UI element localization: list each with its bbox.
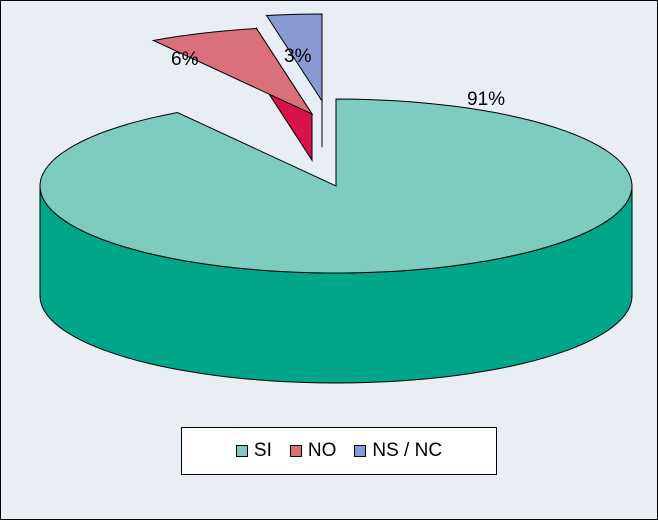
legend-label-ns-nc: NS / NC [372, 440, 443, 461]
legend-item-si: SI [235, 440, 272, 462]
legend-swatch-ns-nc [354, 445, 367, 457]
data-label-no: 6% [171, 49, 199, 70]
legend-label-no: NO [307, 440, 337, 461]
legend-label-si: SI [253, 440, 272, 461]
pie-slice-no [151, 26, 314, 162]
pie-slice-top-si [39, 98, 633, 274]
pie-slice-si [39, 98, 633, 384]
legend-swatch-no [289, 445, 302, 457]
legend: SI NO NS / NC [181, 427, 497, 475]
pie-slice-ns-nc [265, 13, 323, 148]
legend-item-no: NO [289, 440, 337, 462]
legend-swatch-si [235, 445, 248, 457]
pie-slice-top-no [151, 27, 314, 116]
data-label-ns-nc: 3% [284, 46, 312, 67]
pie-slice-top-ns-nc [265, 13, 323, 103]
data-label-si: 91% [467, 89, 505, 110]
legend-item-ns-nc: NS / NC [354, 440, 442, 462]
